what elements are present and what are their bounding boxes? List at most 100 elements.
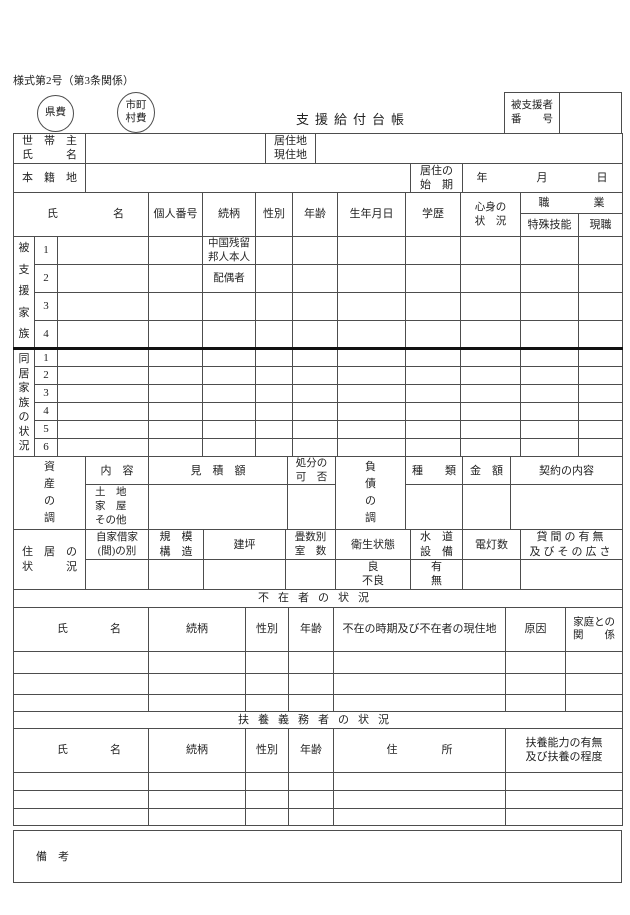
address-field[interactable] bbox=[333, 789, 506, 809]
name-field[interactable] bbox=[56, 384, 150, 404]
relation-field[interactable]: 中国残留 邦人本人 bbox=[202, 236, 257, 266]
sex-field[interactable] bbox=[245, 672, 289, 695]
education-field[interactable] bbox=[405, 402, 462, 422]
name-field[interactable] bbox=[56, 366, 150, 386]
name-field[interactable] bbox=[13, 807, 149, 826]
personal-no-field[interactable] bbox=[148, 320, 204, 350]
address-field[interactable] bbox=[333, 771, 506, 791]
sex-field[interactable] bbox=[245, 807, 289, 826]
remarks-box[interactable]: 備 考 bbox=[13, 829, 622, 883]
support-capacity-field[interactable] bbox=[505, 789, 623, 809]
age-field[interactable] bbox=[292, 366, 339, 386]
special-skill-field[interactable] bbox=[520, 402, 580, 422]
sex-field[interactable] bbox=[255, 347, 294, 368]
name-field[interactable] bbox=[13, 789, 149, 809]
relation-field[interactable] bbox=[202, 366, 257, 386]
name-field[interactable] bbox=[13, 672, 149, 695]
personal-no-field[interactable] bbox=[148, 402, 204, 422]
sex-field[interactable] bbox=[255, 236, 294, 266]
relation-field[interactable] bbox=[202, 438, 257, 458]
condition-field[interactable] bbox=[460, 264, 522, 294]
condition-field[interactable] bbox=[460, 384, 522, 404]
age-field[interactable] bbox=[288, 650, 334, 674]
name-field[interactable] bbox=[13, 771, 149, 791]
current-job-field[interactable] bbox=[578, 420, 624, 440]
name-field[interactable] bbox=[56, 420, 150, 440]
age-field[interactable] bbox=[288, 807, 334, 826]
sex-field[interactable] bbox=[255, 384, 294, 404]
condition-field[interactable] bbox=[460, 320, 522, 350]
sex-field[interactable] bbox=[255, 366, 294, 386]
sex-field[interactable] bbox=[255, 320, 294, 350]
age-field[interactable] bbox=[292, 320, 339, 350]
age-field[interactable] bbox=[288, 789, 334, 809]
housing-ownrent-field[interactable] bbox=[85, 558, 149, 590]
cause-field[interactable] bbox=[505, 672, 566, 695]
relation-field[interactable]: 配偶者 bbox=[202, 264, 257, 294]
education-field[interactable] bbox=[405, 366, 462, 386]
special-skill-field[interactable] bbox=[520, 320, 580, 350]
absence-period-field[interactable] bbox=[333, 672, 506, 695]
current-job-field[interactable] bbox=[578, 236, 624, 266]
condition-field[interactable] bbox=[460, 438, 522, 458]
education-field[interactable] bbox=[405, 438, 462, 458]
personal-no-field[interactable] bbox=[148, 292, 204, 322]
housing-rental-field[interactable] bbox=[520, 558, 623, 590]
housing-water-options[interactable]: 有 無 bbox=[410, 558, 463, 590]
name-field[interactable] bbox=[56, 402, 150, 422]
sex-field[interactable] bbox=[245, 693, 289, 712]
cause-field[interactable] bbox=[505, 650, 566, 674]
birthdate-field[interactable] bbox=[337, 236, 407, 266]
special-skill-field[interactable] bbox=[520, 292, 580, 322]
personal-no-field[interactable] bbox=[148, 366, 204, 386]
birthdate-field[interactable] bbox=[337, 384, 407, 404]
birthdate-field[interactable] bbox=[337, 438, 407, 458]
relation-field[interactable] bbox=[202, 402, 257, 422]
name-field[interactable] bbox=[13, 693, 149, 712]
birthdate-field[interactable] bbox=[337, 366, 407, 386]
age-field[interactable] bbox=[288, 771, 334, 791]
age-field[interactable] bbox=[292, 347, 339, 368]
address-field[interactable] bbox=[333, 807, 506, 826]
relation-field[interactable] bbox=[148, 807, 246, 826]
family-relation-field[interactable] bbox=[564, 693, 624, 712]
birthdate-field[interactable] bbox=[337, 292, 407, 322]
sex-field[interactable] bbox=[245, 771, 289, 791]
special-skill-field[interactable] bbox=[520, 347, 580, 368]
debt-contract-field[interactable] bbox=[510, 484, 623, 531]
special-skill-field[interactable] bbox=[520, 420, 580, 440]
current-job-field[interactable] bbox=[578, 264, 624, 294]
personal-no-field[interactable] bbox=[148, 420, 204, 440]
education-field[interactable] bbox=[405, 347, 462, 368]
birthdate-field[interactable] bbox=[337, 264, 407, 294]
cause-field[interactable] bbox=[505, 693, 566, 712]
special-skill-field[interactable] bbox=[520, 384, 580, 404]
personal-no-field[interactable] bbox=[148, 384, 204, 404]
housing-structure-field[interactable] bbox=[148, 558, 204, 590]
age-field[interactable] bbox=[292, 236, 339, 266]
relation-field[interactable] bbox=[148, 771, 246, 791]
support-capacity-field[interactable] bbox=[505, 807, 623, 826]
condition-field[interactable] bbox=[460, 420, 522, 440]
residence-start-date-field[interactable]: 年 月 日 bbox=[462, 162, 623, 194]
special-skill-field[interactable] bbox=[520, 264, 580, 294]
birthdate-field[interactable] bbox=[337, 402, 407, 422]
education-field[interactable] bbox=[405, 320, 462, 350]
birthdate-field[interactable] bbox=[337, 320, 407, 350]
relation-field[interactable] bbox=[202, 347, 257, 368]
condition-field[interactable] bbox=[460, 347, 522, 368]
name-field[interactable] bbox=[56, 438, 150, 458]
current-job-field[interactable] bbox=[578, 320, 624, 350]
age-field[interactable] bbox=[292, 292, 339, 322]
housing-lights-field[interactable] bbox=[462, 558, 521, 590]
sex-field[interactable] bbox=[245, 650, 289, 674]
personal-no-field[interactable] bbox=[148, 347, 204, 368]
sex-field[interactable] bbox=[255, 438, 294, 458]
domicile-field[interactable] bbox=[85, 162, 411, 194]
absence-period-field[interactable] bbox=[333, 693, 506, 712]
housing-sanitation-options[interactable]: 良 不良 bbox=[335, 558, 411, 590]
current-job-field[interactable] bbox=[578, 438, 624, 458]
education-field[interactable] bbox=[405, 236, 462, 266]
relation-field[interactable] bbox=[202, 384, 257, 404]
age-field[interactable] bbox=[292, 438, 339, 458]
